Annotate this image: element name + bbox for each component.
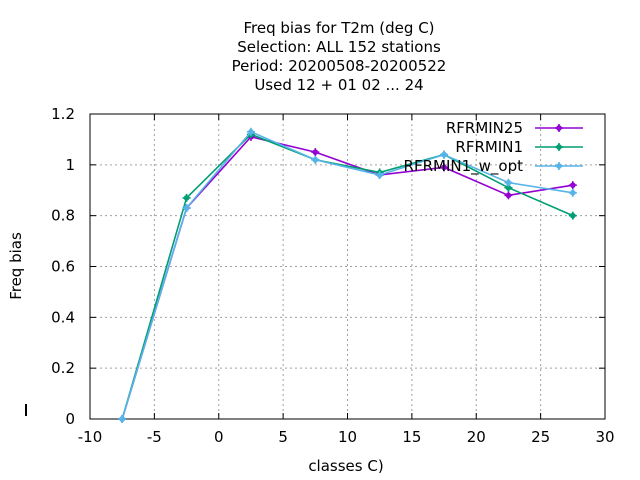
data-point <box>311 148 320 157</box>
title-line-4: Used 12 + 01 02 ... 24 <box>254 76 423 94</box>
x-tick-label: 20 <box>467 428 486 446</box>
y-tick-label: 0 <box>65 410 75 428</box>
legend-marker <box>555 143 563 151</box>
data-point <box>504 191 513 200</box>
legend-label: RFRMIN25 <box>446 119 523 137</box>
legend-marker <box>555 162 563 170</box>
series-rfrmin1-w-opt <box>118 127 577 423</box>
y-tick-label: 1.2 <box>51 105 75 123</box>
legend-label: RFRMIN1 <box>455 138 523 156</box>
y-tick-label: 1 <box>65 156 75 174</box>
x-tick-label: 15 <box>402 428 421 446</box>
title-line-3: Period: 20200508-20200522 <box>232 57 447 75</box>
series-line <box>121 133 574 420</box>
x-tick-label: 30 <box>595 428 614 446</box>
data-point <box>375 171 384 179</box>
data-point <box>246 127 255 136</box>
x-tick-label: -5 <box>147 428 162 446</box>
x-tick-label: 25 <box>531 428 550 446</box>
data-point <box>440 150 449 159</box>
y-tick-label: 0.4 <box>51 308 75 326</box>
data-point <box>182 204 191 213</box>
series-layer <box>118 127 577 423</box>
title-line-2: Selection: ALL 152 stations <box>237 38 441 56</box>
data-point <box>311 155 320 164</box>
data-point <box>182 193 191 202</box>
x-tick-label: 5 <box>278 428 288 446</box>
chart-title: Freq bias for T2m (deg C) Selection: ALL… <box>232 19 447 94</box>
series-line <box>121 130 573 420</box>
x-tick-label: -10 <box>78 428 103 446</box>
data-point <box>568 188 577 197</box>
data-point <box>568 211 577 220</box>
data-point <box>440 163 449 172</box>
title-line-1: Freq bias for T2m (deg C) <box>243 19 434 37</box>
plot-frame <box>89 113 606 420</box>
grid-lines <box>90 114 605 419</box>
y-axis-label: Freq bias <box>7 232 25 300</box>
y-tick-label: 0.2 <box>51 359 75 377</box>
data-point <box>568 181 577 190</box>
legend-marker <box>555 124 563 132</box>
y-tick-label: 0.6 <box>51 258 75 276</box>
y-tick-label: 0.8 <box>51 207 75 225</box>
data-point <box>118 415 127 423</box>
x-tick-label: 10 <box>338 428 357 446</box>
axis-ticks: -10 -5 0 5 10 15 20 25 30 0 0.2 0.4 0.6 0.8 1 1.2 <box>51 105 614 446</box>
data-point <box>504 178 513 187</box>
x-tick-label: 0 <box>214 428 224 446</box>
legend-label: RFRMIN1_w_opt <box>404 157 524 176</box>
x-axis-label: classes C) <box>308 457 383 475</box>
